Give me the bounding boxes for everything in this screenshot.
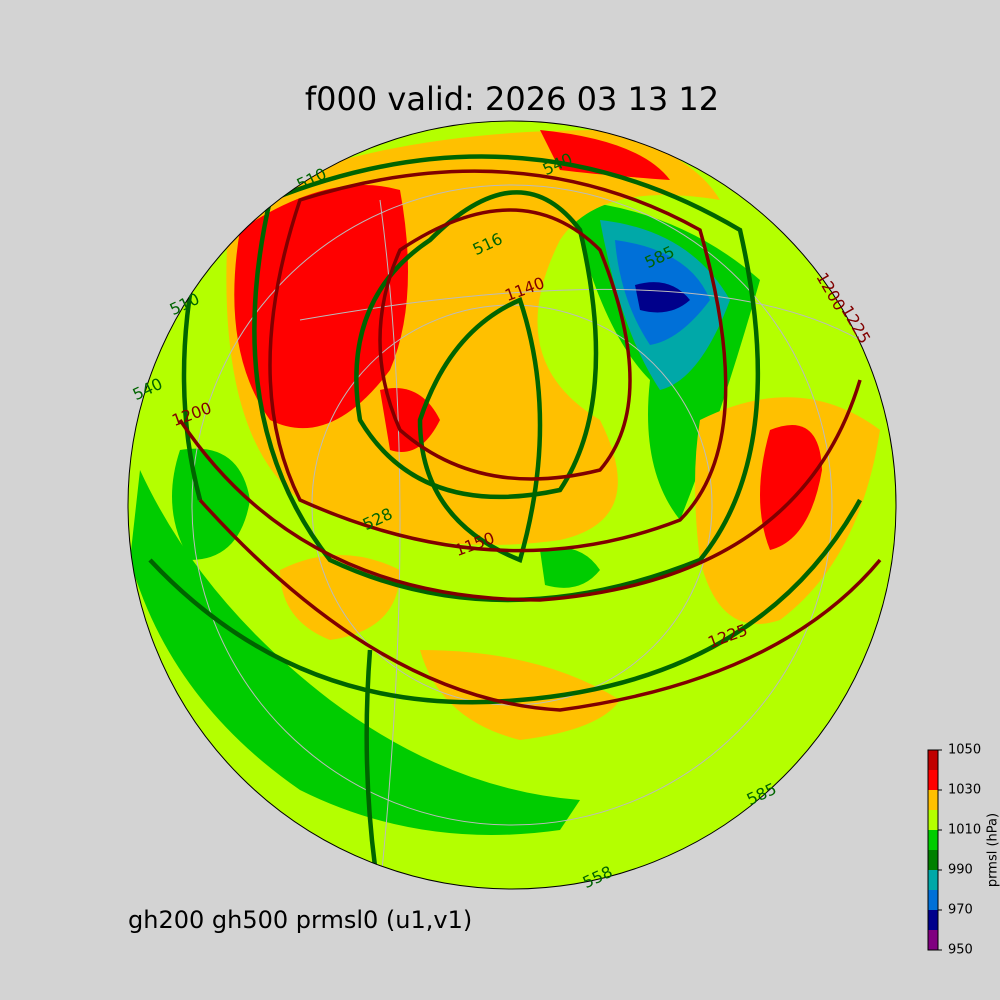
colorbar-band xyxy=(928,770,938,790)
colorbar-frame xyxy=(927,749,939,951)
caption: gh200 gh500 prmsl0 (u1,v1) xyxy=(128,906,472,934)
colorbar-tick-label: 970 xyxy=(948,903,973,918)
colorbar-band xyxy=(928,750,938,770)
colorbar-band xyxy=(928,790,938,810)
colorbar-tick-label: 950 xyxy=(948,943,973,958)
colorbar-band xyxy=(928,830,938,850)
globe xyxy=(128,121,896,889)
colorbar-band xyxy=(928,850,938,870)
colorbar-tick-label: 1030 xyxy=(948,783,981,798)
colorbar-label: prmsl (hPa) xyxy=(986,813,1000,887)
globe-edge xyxy=(127,120,897,890)
colorbar-band xyxy=(928,930,938,950)
colorbar-band xyxy=(928,890,938,910)
colorbar-band xyxy=(928,810,938,830)
colorbar-tick-label: 990 xyxy=(948,863,973,878)
colorbar-tick-label: 1050 xyxy=(948,743,981,758)
colorbar-band xyxy=(928,870,938,890)
colorbar-tick-label: 1010 xyxy=(948,823,981,838)
colorbar-band xyxy=(928,910,938,930)
title: f000 valid: 2026 03 13 12 xyxy=(305,80,719,118)
